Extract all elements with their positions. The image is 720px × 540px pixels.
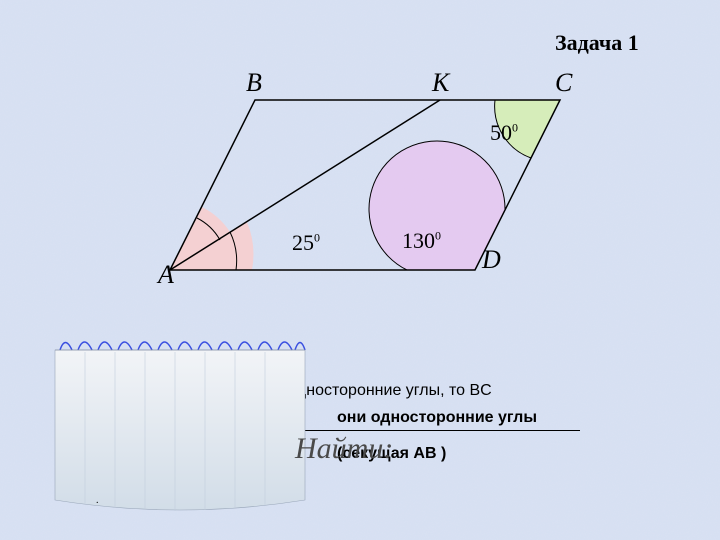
tiny-char: . <box>96 495 99 506</box>
find-label: Найти: <box>295 432 393 466</box>
banner-body <box>55 350 305 510</box>
slide-root: { "canvas": { "width": 720, "height": 54… <box>0 0 720 540</box>
